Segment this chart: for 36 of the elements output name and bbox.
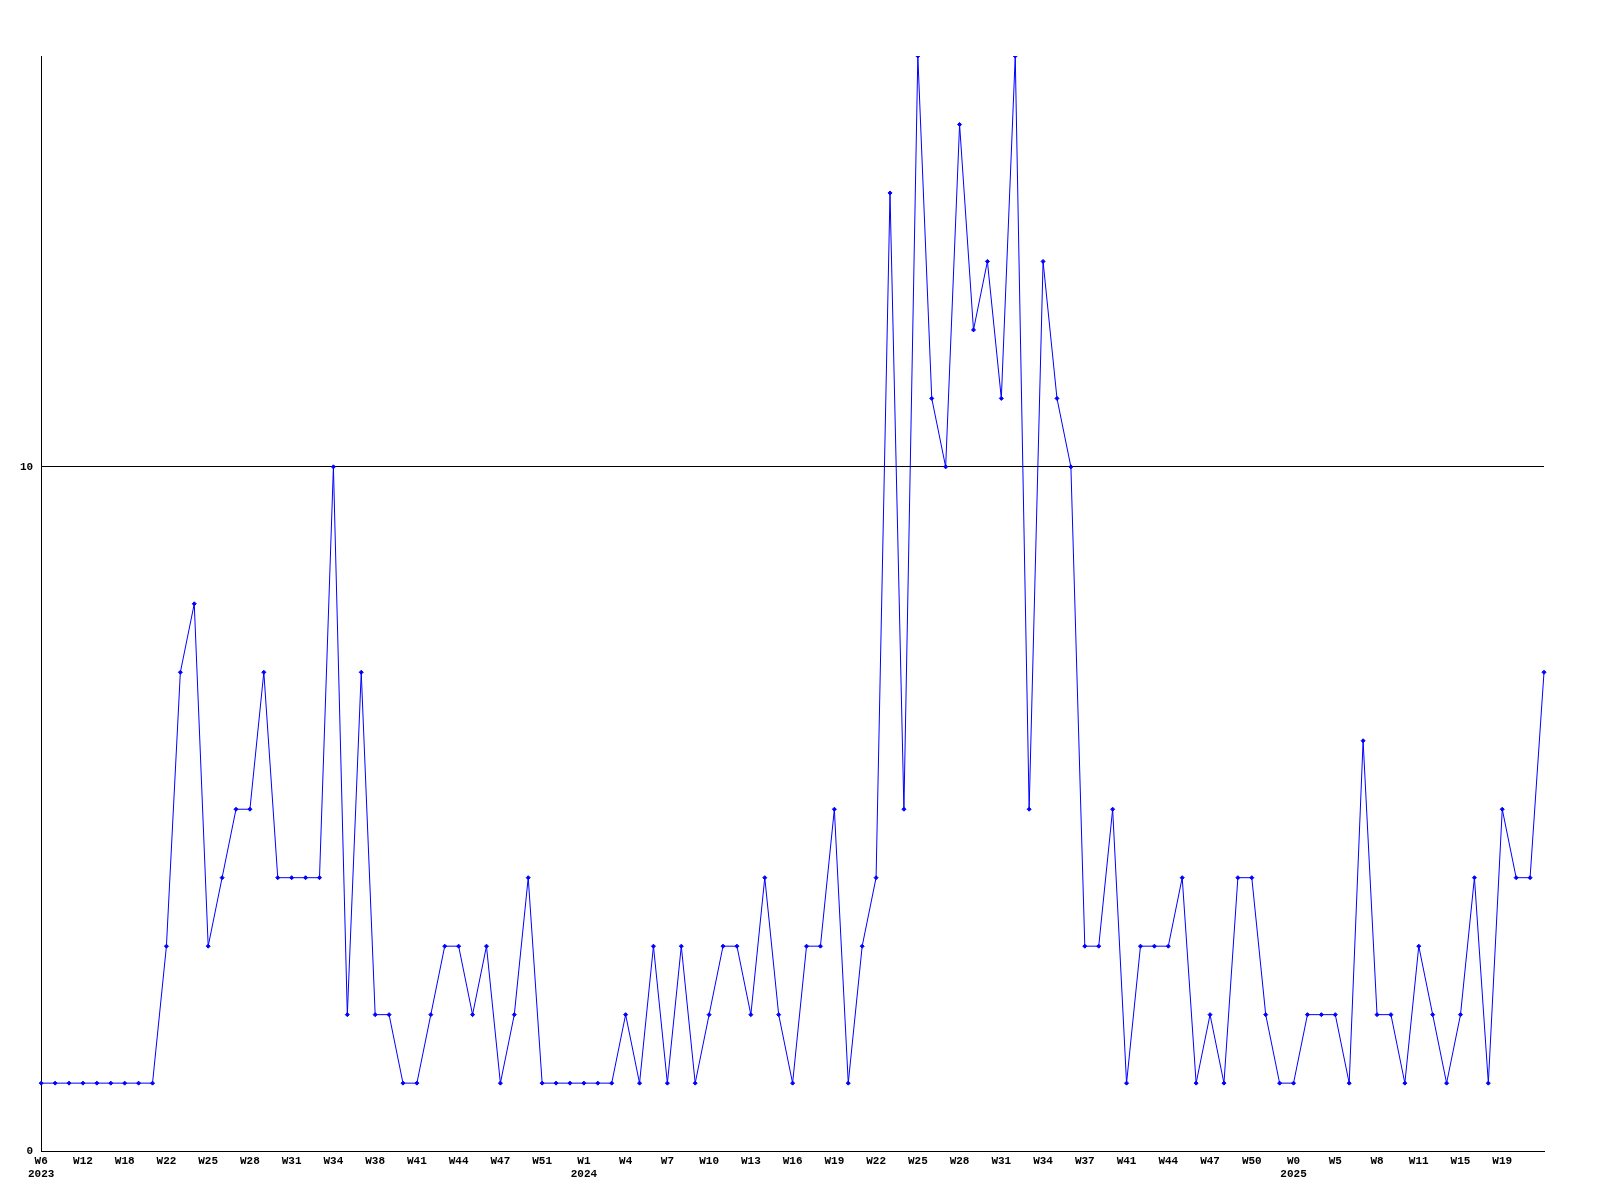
x-tick-label: W16: [782, 1154, 803, 1167]
x-tick-label: W47: [1200, 1154, 1220, 1167]
x-tick-label: W34: [1033, 1154, 1054, 1167]
x-tick-label: W28: [949, 1154, 970, 1167]
y-tick-label: 10: [20, 460, 34, 473]
x-tick-label: W44: [1158, 1154, 1179, 1167]
x-tick-label: W41: [407, 1154, 428, 1167]
x-tick-label: W41: [1116, 1154, 1137, 1167]
x-tick-label: W0 2025: [1280, 1154, 1308, 1181]
x-tick-label: W31: [281, 1154, 302, 1167]
x-tick-label: W11: [1408, 1154, 1430, 1167]
x-tick-label: W15: [1450, 1154, 1471, 1167]
x-tick-label: W8: [1370, 1154, 1385, 1167]
x-tick-label: W13: [740, 1154, 762, 1167]
x-tick-label: W18: [114, 1154, 135, 1167]
x-tick-label: W51: [532, 1154, 553, 1167]
x-tick-label: W22: [156, 1154, 177, 1167]
x-tick-label: W19: [1492, 1154, 1513, 1167]
x-tick-label: W19: [824, 1154, 845, 1167]
x-tick-label: W44: [448, 1154, 469, 1167]
x-tick-label: W50: [1241, 1154, 1262, 1167]
x-tick-label: W1 2024: [570, 1154, 598, 1181]
x-tick-label: W34: [323, 1154, 344, 1167]
x-tick-label: W31: [991, 1154, 1012, 1167]
x-tick-label: W22: [866, 1154, 886, 1167]
x-tick-label: W28: [240, 1154, 261, 1167]
x-tick-label: W25: [907, 1154, 929, 1167]
x-tick-label: W25: [198, 1154, 219, 1167]
x-tick-label: W7: [660, 1154, 674, 1167]
x-tick-label: W12: [73, 1154, 93, 1167]
x-tick-label: W4: [619, 1154, 633, 1167]
x-tick-label: W47: [490, 1154, 511, 1167]
x-tick-label: W5: [1328, 1154, 1343, 1167]
x-tick-label: W38: [365, 1154, 386, 1167]
x-tick-label: W37: [1074, 1154, 1095, 1167]
x-tick-label: W10: [699, 1154, 720, 1167]
